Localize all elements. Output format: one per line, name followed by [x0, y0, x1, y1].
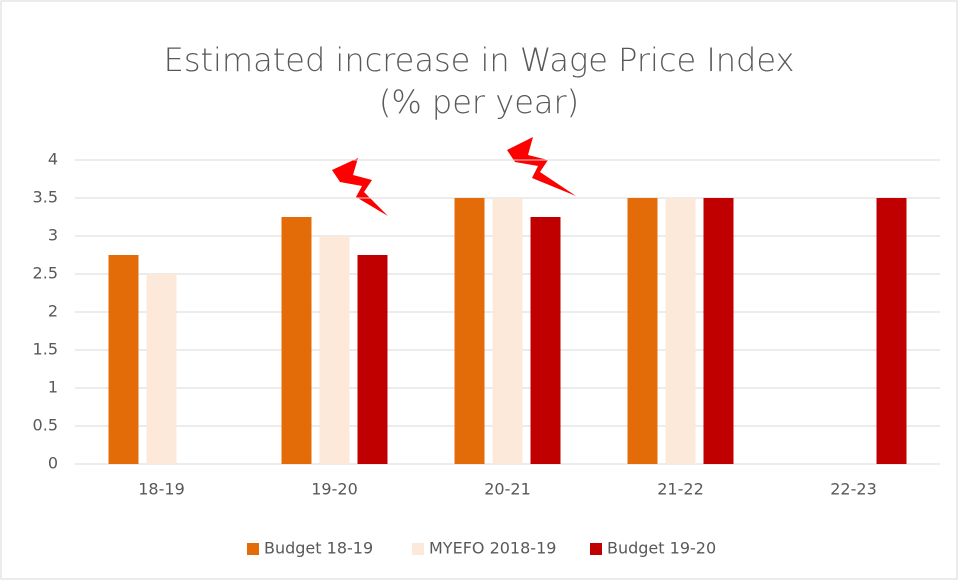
legend-swatch	[247, 543, 259, 555]
bar	[492, 198, 523, 464]
chart-title: Estimated increase in Wage Price Index	[164, 41, 795, 79]
y-tick-label: 2	[48, 302, 58, 321]
lightning-icon	[507, 137, 576, 196]
y-tick-label: 3	[48, 226, 58, 245]
bar	[146, 274, 177, 464]
legend-swatch	[412, 543, 424, 555]
y-tick-label: 1.5	[33, 340, 58, 359]
bar	[627, 198, 658, 464]
x-tick-label: 18-19	[138, 480, 185, 499]
legend-label: Budget 18-19	[264, 539, 373, 558]
x-tick-label: 20-21	[484, 480, 531, 499]
y-tick-label: 0	[48, 454, 58, 473]
legend-label: MYEFO 2018-19	[429, 539, 556, 558]
bar	[665, 198, 696, 464]
legend-label: Budget 19-20	[607, 539, 716, 558]
x-tick-label: 19-20	[311, 480, 358, 499]
legend-swatch	[590, 543, 602, 555]
bar	[876, 198, 907, 464]
y-tick-label: 1	[48, 378, 58, 397]
lightning-icon	[332, 158, 388, 216]
y-tick-label: 4	[48, 150, 58, 169]
bar	[281, 217, 312, 464]
y-tick-label: 2.5	[33, 264, 58, 283]
y-tick-label: 3.5	[33, 188, 58, 207]
chart-subtitle: (% per year)	[379, 83, 579, 121]
y-tick-label: 0.5	[33, 416, 58, 435]
bar	[357, 255, 388, 464]
x-tick-label: 21-22	[657, 480, 704, 499]
bar	[530, 217, 561, 464]
x-tick-label: 22-23	[830, 480, 877, 499]
bar	[703, 198, 734, 464]
bar	[108, 255, 139, 464]
bar	[454, 198, 485, 464]
bar	[319, 236, 350, 464]
